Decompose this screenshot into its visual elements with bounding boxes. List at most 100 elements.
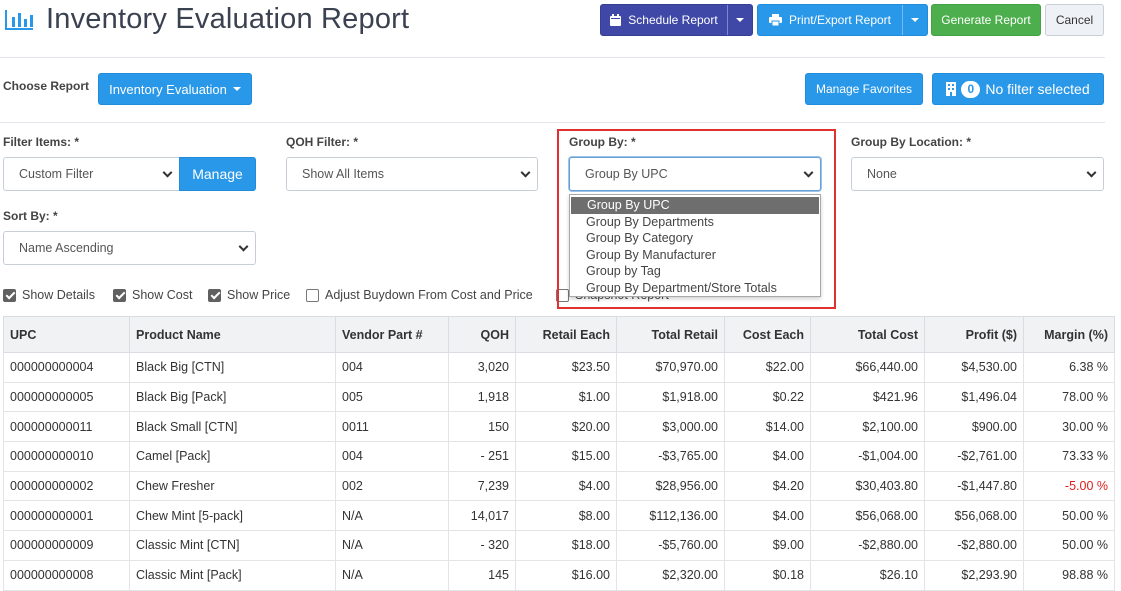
cell-retail-each: $15.00	[515, 441, 617, 472]
adjust-buydown-checkbox[interactable]	[306, 288, 319, 302]
manage-filter-button[interactable]: Manage	[179, 157, 256, 191]
caret-down-icon	[232, 87, 241, 91]
column-header-total-cost[interactable]: Total Cost	[810, 316, 925, 353]
print-export-dropdown-toggle[interactable]	[902, 5, 927, 35]
cell-cost-each: $0.22	[724, 381, 811, 413]
table-row[interactable]: 000000000008 Classic Mint [Pack] N/A 145 $16…	[3, 559, 1115, 591]
cell-cost-each: $22.00	[724, 352, 811, 383]
cell-margin: 50.00 %	[1023, 530, 1115, 561]
column-header-retail-each[interactable]: Retail Each	[515, 316, 617, 353]
qoh-filter-select[interactable]: Show All Items	[286, 157, 538, 191]
cell-total-cost: $26.10	[810, 559, 925, 591]
cell-profit: $900.00	[924, 411, 1024, 443]
show-price-label: Show Price	[227, 288, 291, 302]
inventory-table: UPC Product Name Vendor Part # QOH Retai…	[3, 316, 1115, 591]
cell-total-cost: $421.96	[810, 381, 925, 413]
cell-product-name: Chew Mint [5-pack]	[129, 500, 336, 532]
cell-retail-each: $23.50	[515, 352, 617, 383]
schedule-report-dropdown-toggle[interactable]	[727, 5, 752, 35]
cell-total-cost: $30,403.80	[810, 470, 925, 502]
cell-upc: 000000000005	[3, 381, 130, 413]
cell-product-name: Black Small [CTN]	[129, 411, 336, 443]
group-by-value: Group By UPC	[585, 167, 668, 181]
group-by-option[interactable]: Group By Department/Store Totals	[586, 280, 777, 295]
filter-status-button[interactable]: 0 No filter selected	[932, 73, 1104, 105]
column-header-profit[interactable]: Profit ($)	[924, 316, 1024, 353]
group-by-option[interactable]: Group By Departments	[586, 214, 714, 229]
cell-upc: 000000000009	[3, 530, 130, 561]
page-title: Inventory Evaluation Report	[46, 3, 410, 35]
group-by-option[interactable]: Group By Manufacturer	[586, 247, 716, 262]
report-type-dropdown[interactable]: Inventory Evaluation	[98, 73, 252, 105]
cancel-button[interactable]: Cancel	[1045, 4, 1104, 36]
cell-profit: $2,293.90	[924, 559, 1024, 591]
qoh-filter-value: Show All Items	[302, 167, 384, 181]
cell-vendor-part: N/A	[335, 530, 449, 561]
show-cost-checkbox[interactable]	[113, 288, 126, 302]
generate-report-button[interactable]: Generate Report	[931, 4, 1041, 36]
cell-total-cost: $2,100.00	[810, 411, 925, 443]
group-by-select[interactable]: Group By UPC	[569, 157, 821, 191]
column-header-cost-each[interactable]: Cost Each	[724, 316, 811, 353]
table-row[interactable]: 000000000002 Chew Fresher 002 7,239 $4.00 $28…	[3, 470, 1115, 502]
cell-product-name: Chew Fresher	[129, 470, 336, 502]
column-header-upc[interactable]: UPC	[3, 316, 130, 353]
group-by-option[interactable]: Group By Category	[586, 231, 693, 245]
schedule-report-button[interactable]: Schedule Report	[600, 4, 753, 36]
group-by-label: Group By: *	[569, 135, 636, 149]
cell-vendor-part: 0011	[335, 411, 449, 443]
snapshot-report-checkbox[interactable]	[556, 288, 569, 302]
show-cost-label: Show Cost	[132, 288, 193, 302]
cell-cost-each: $4.00	[724, 441, 811, 472]
filter-items-select[interactable]: Custom Filter	[3, 157, 180, 191]
column-header-margin[interactable]: Margin (%)	[1023, 316, 1115, 353]
cell-profit: -$2,880.00	[924, 530, 1024, 561]
column-header-vendor-part[interactable]: Vendor Part #	[335, 316, 449, 353]
cell-total-cost: -$2,880.00	[810, 530, 925, 561]
table-row[interactable]: 000000000009 Classic Mint [CTN] N/A - 320 $1…	[3, 530, 1115, 561]
show-details-checkbox[interactable]	[3, 288, 16, 302]
cell-upc: 000000000002	[3, 470, 130, 502]
print-export-button[interactable]: Print/Export Report	[757, 4, 928, 36]
chevron-down-icon	[238, 241, 249, 252]
column-header-product-name[interactable]: Product Name	[129, 316, 336, 353]
column-header-qoh[interactable]: QOH	[448, 316, 516, 353]
adjust-buydown-option[interactable]: Adjust Buydown From Cost and Price	[306, 288, 533, 302]
table-row[interactable]: 000000000010 Camel [Pack] 004- 251 $15.00 -$…	[3, 441, 1115, 472]
cell-retail-each: $20.00	[515, 411, 617, 443]
cell-total-retail: $28,956.00	[616, 470, 725, 502]
table-row[interactable]: 000000000004 Black Big [CTN] 004 3,020 $23.5…	[3, 352, 1115, 383]
group-by-location-value: None	[867, 167, 897, 181]
table-row[interactable]: 000000000001 Chew Mint [5-pack] N/A 14,017 $…	[3, 500, 1115, 532]
cell-upc: 000000000010	[3, 441, 130, 472]
show-details-option[interactable]: Show Details	[3, 288, 95, 302]
show-price-checkbox[interactable]	[208, 288, 221, 302]
cell-total-retail: $112,136.00	[616, 500, 725, 532]
manage-favorites-button[interactable]: Manage Favorites	[805, 73, 923, 105]
cell-cost-each: $0.18	[724, 559, 811, 591]
show-cost-option[interactable]: Show Cost	[113, 288, 192, 302]
sort-by-select[interactable]: Name Ascending	[3, 231, 256, 265]
cell-total-retail: -$5,760.00	[616, 530, 725, 561]
table-body: 000000000004 Black Big [CTN] 004 3,020 $23.5…	[3, 352, 1115, 591]
cell-qoh: 3,020	[448, 352, 516, 383]
cell-profit: -$1,447.80	[924, 470, 1024, 502]
group-by-location-select[interactable]: None	[851, 157, 1104, 191]
cell-total-retail: $1,918.00	[616, 381, 725, 413]
table-row[interactable]: 000000000005 Black Big [Pack] 005 1,918 $1.0…	[3, 381, 1115, 413]
cell-product-name: Camel [Pack]	[129, 441, 336, 472]
group-by-option[interactable]: Group By UPC	[571, 197, 819, 214]
cell-product-name: Black Big [Pack]	[129, 381, 336, 413]
cell-margin: 6.38 %	[1023, 352, 1115, 383]
cell-total-retail: $3,000.00	[616, 411, 725, 443]
group-by-option[interactable]: Group by Tag	[586, 264, 661, 278]
cell-retail-each: $16.00	[515, 559, 617, 591]
cell-upc: 000000000011	[3, 411, 130, 443]
cell-vendor-part: N/A	[335, 500, 449, 532]
choose-report-label: Choose Report	[3, 79, 90, 93]
cell-retail-each: $4.00	[515, 470, 617, 502]
column-header-total-retail[interactable]: Total Retail	[616, 316, 725, 353]
cell-qoh: - 320	[448, 530, 516, 561]
show-price-option[interactable]: Show Price	[208, 288, 290, 302]
table-row[interactable]: 000000000011 Black Small [CTN] 0011 150 $20.…	[3, 411, 1115, 443]
